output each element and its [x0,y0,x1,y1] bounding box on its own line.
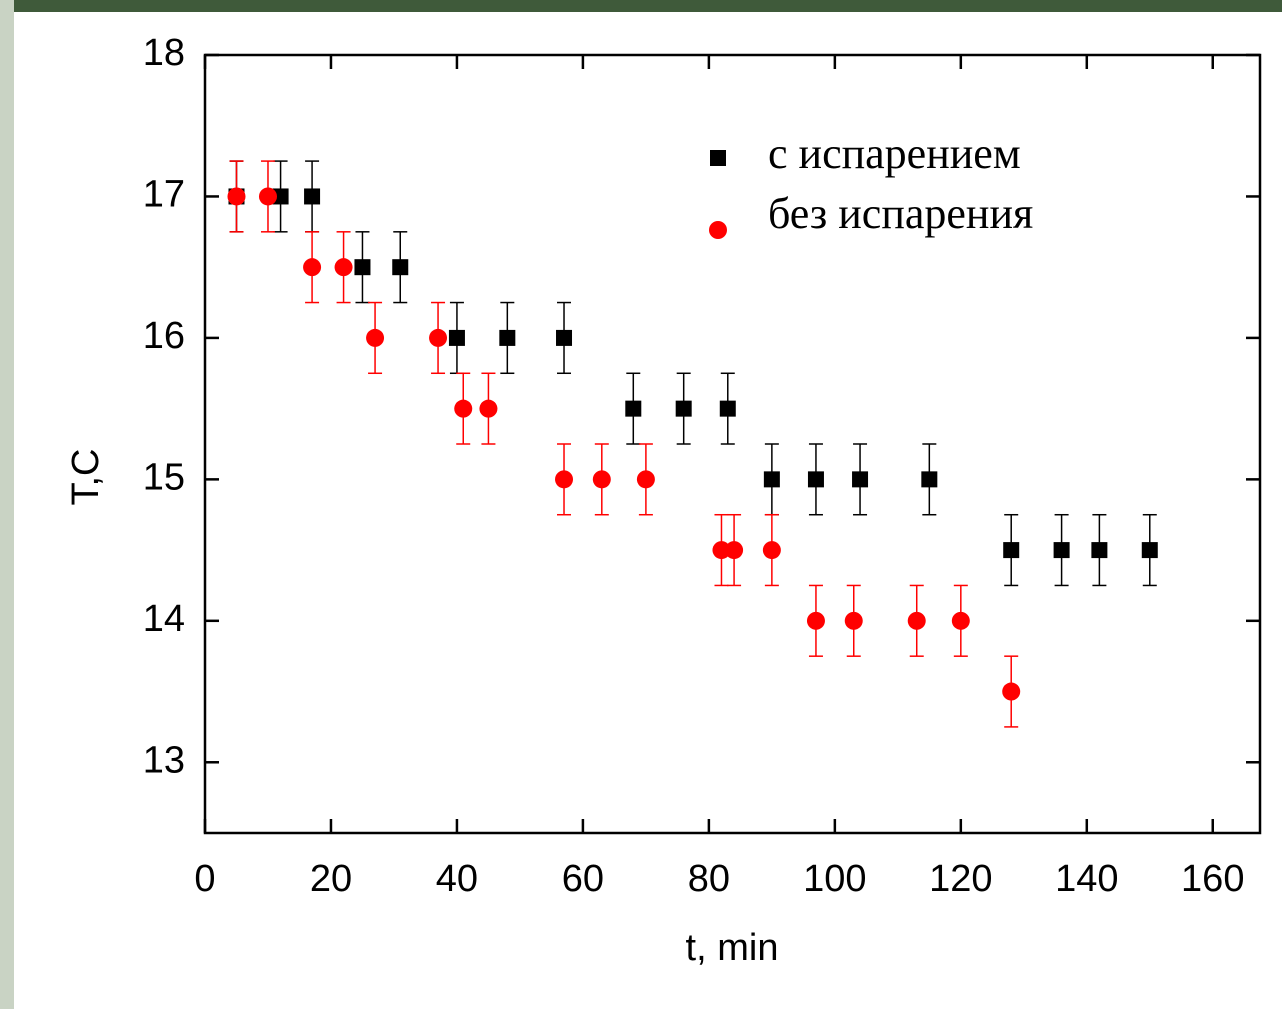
data-point [907,611,926,630]
y-tick-label: 13 [143,739,185,781]
legend-text: без испарения [768,189,1033,238]
y-tick-label: 14 [143,598,185,640]
data-point [725,541,744,560]
data-point [592,470,611,489]
data-point [625,400,642,417]
x-tick-label: 40 [436,858,478,900]
data-point [272,188,289,205]
data-point [806,611,825,630]
data-point [366,328,385,347]
x-axis-label: t, min [686,927,779,969]
y-tick-label: 15 [143,456,185,498]
data-point [844,611,863,630]
data-point [1141,542,1158,559]
data-point [807,471,824,488]
data-point [1053,542,1070,559]
data-point [354,259,371,276]
background-strip [0,0,1282,12]
y-tick-label: 18 [143,32,185,74]
data-point [712,541,731,560]
data-point [556,329,573,346]
data-point [479,399,498,418]
background-strip [0,0,14,1009]
data-point [499,329,516,346]
data-point [303,258,322,277]
data-point [1002,682,1021,701]
data-point [852,471,869,488]
data-point [454,399,473,418]
x-tick-label: 120 [929,858,992,900]
x-tick-label: 0 [194,858,215,900]
y-tick-label: 16 [143,315,185,357]
plot-frame [203,53,1262,835]
x-tick-label: 60 [562,858,604,900]
x-tick-label: 140 [1055,858,1118,900]
x-tick-label: 20 [310,858,352,900]
data-point [951,611,970,630]
x-tick-label: 100 [803,858,866,900]
data-point [1003,542,1020,559]
x-tick-label: 80 [688,858,730,900]
data-point [227,187,246,206]
x-tick-label: 160 [1181,858,1244,900]
data-point [392,259,409,276]
y-tick-label: 17 [143,173,185,215]
data-point [304,188,321,205]
data-point [763,471,780,488]
data-point [258,187,277,206]
data-point [448,329,465,346]
data-point [675,400,692,417]
data-point [555,470,574,489]
data-point [636,470,655,489]
data-point [429,328,448,347]
data-point [334,258,353,277]
data-point [719,400,736,417]
legend-marker [709,221,727,239]
data-point [762,541,781,560]
legend-marker [710,150,726,166]
y-axis-label: T,C [65,449,107,506]
data-point [1091,542,1108,559]
data-point [921,471,938,488]
legend-text: с испарением [768,129,1021,178]
